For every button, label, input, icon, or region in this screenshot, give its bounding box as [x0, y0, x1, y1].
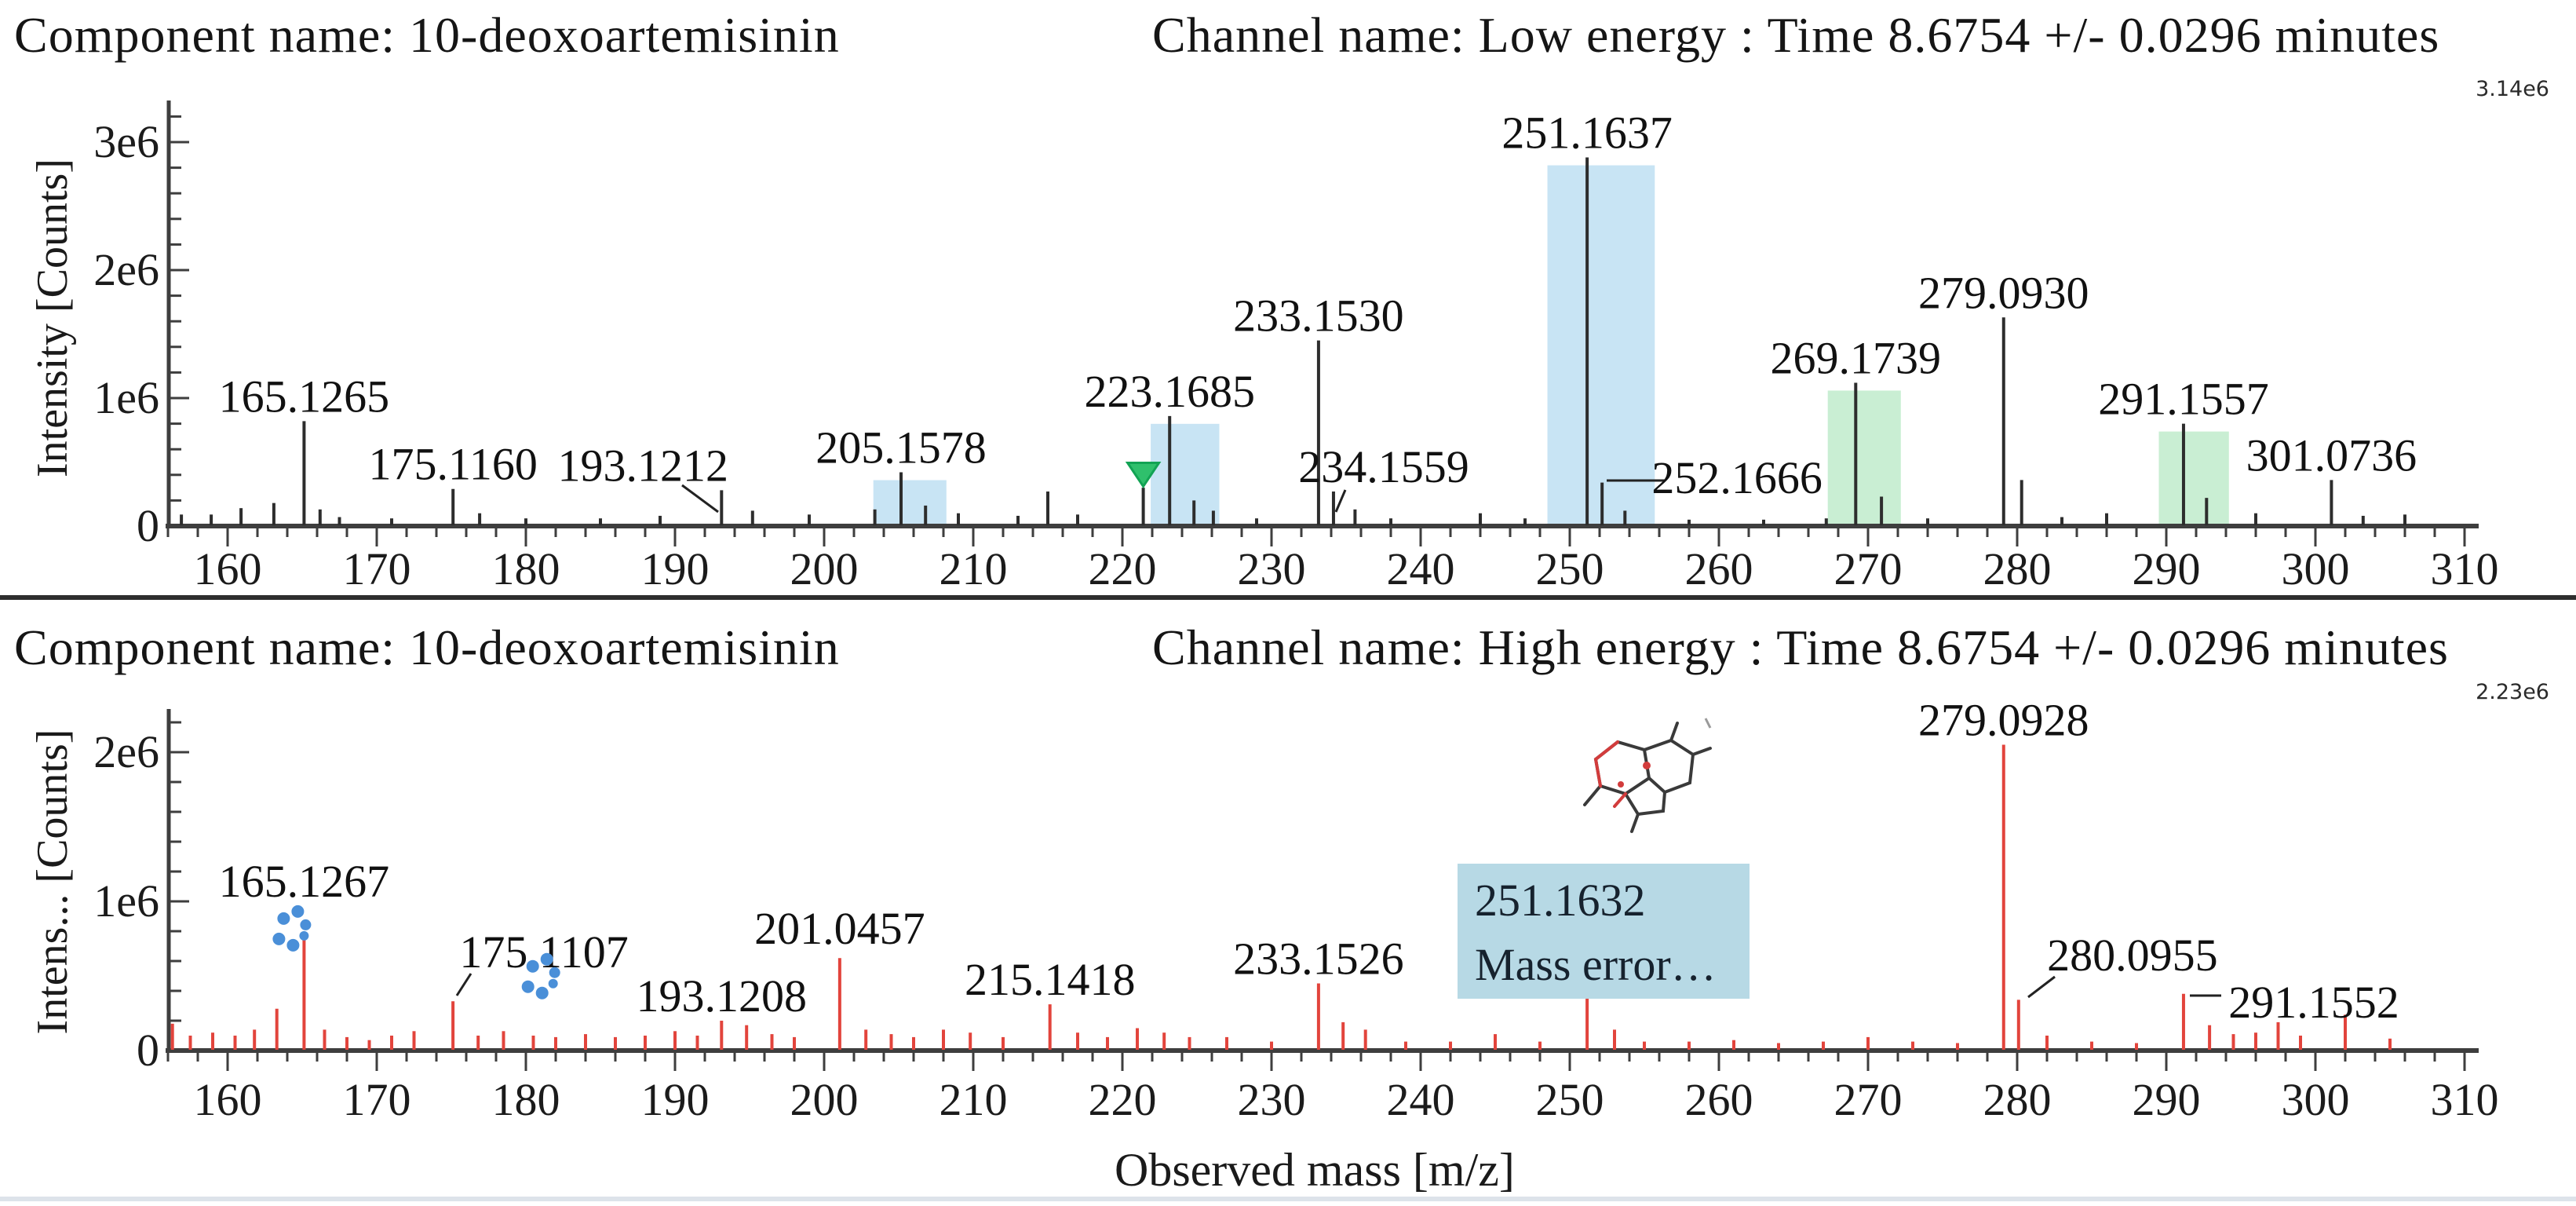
max-intensity-note-high: 2.23e6	[2476, 680, 2549, 704]
x-tick-label: 280	[1983, 543, 2052, 594]
peak-label: 301.0736	[2246, 429, 2417, 481]
peak-label: 165.1265	[219, 371, 390, 422]
tooltip-mass-value: 251.1632	[1475, 875, 1646, 926]
peak-label: 175.1160	[369, 439, 538, 490]
peak-label: 223.1685	[1084, 366, 1255, 417]
molecule-structure-icon	[1583, 718, 1712, 833]
label-leader-line	[681, 484, 719, 513]
component-name-label-high: Component name: 10-deoxoartemisinin	[14, 619, 840, 675]
y-tick-label: 0	[137, 500, 159, 551]
bottom-border	[0, 1197, 2576, 1201]
peak-label: 251.1637	[1501, 108, 1673, 159]
peak-label: 279.0928	[1918, 695, 2089, 746]
peak-label: 233.1530	[1233, 291, 1404, 342]
peak-label: 175.1107	[459, 926, 628, 978]
y-tick-label: 2e6	[93, 726, 159, 777]
x-tick-label: 290	[2133, 1074, 2201, 1125]
peak-label: 234.1559	[1298, 441, 1469, 492]
highlight-band	[1547, 165, 1655, 528]
x-tick-label: 310	[2431, 543, 2499, 594]
x-tick-label: 220	[1089, 543, 1157, 594]
peak-label: 279.0930	[1918, 267, 2089, 318]
fragment-dots-icon	[272, 904, 312, 952]
x-tick-label: 170	[343, 543, 411, 594]
channel-name-label-high: Channel name: High energy : Time 8.6754 …	[1152, 619, 2449, 675]
label-leader-line	[455, 973, 473, 996]
fragment-dots-icon	[521, 952, 560, 1000]
mass-error-tooltip: 251.1632 Mass error…	[1458, 864, 1750, 999]
peak-label: 193.1208	[637, 970, 808, 1021]
x-tick-label: 300	[2282, 1074, 2350, 1125]
x-tick-label: 230	[1238, 543, 1306, 594]
highlight-band	[1151, 423, 1220, 528]
x-tick-label: 190	[641, 1074, 710, 1125]
highlight-band	[1827, 390, 1901, 528]
highlight-band	[873, 480, 947, 528]
peak-label: 291.1552	[2228, 977, 2399, 1028]
peak-label: 280.0955	[2047, 930, 2218, 981]
peak-label: 233.1526	[1233, 934, 1404, 985]
peak-label: 291.1557	[2098, 374, 2269, 425]
y-tick-label: 0	[137, 1025, 159, 1076]
y-tick-label: 3e6	[93, 116, 159, 167]
x-tick-label: 210	[940, 1074, 1008, 1125]
x-tick-label: 230	[1238, 1074, 1306, 1125]
peak-label: 269.1739	[1771, 332, 1942, 383]
panel-divider	[0, 595, 2576, 600]
x-tick-label: 290	[2133, 543, 2201, 594]
tooltip-mass-error: Mass error…	[1475, 939, 1717, 990]
x-tick-label: 220	[1089, 1074, 1157, 1125]
x-tick-label: 240	[1387, 543, 1455, 594]
x-tick-label: 250	[1536, 1074, 1604, 1125]
x-tick-label: 310	[2431, 1074, 2499, 1125]
x-axis-title: Observed mass [m/z]	[1115, 1144, 1515, 1196]
peak-label: 215.1418	[965, 954, 1136, 1005]
peak-label: 252.1666	[1651, 452, 1823, 503]
peak-label: 193.1212	[558, 440, 729, 491]
component-name-label-low: Component name: 10-deoxoartemisinin	[14, 7, 840, 63]
x-tick-label: 260	[1685, 543, 1753, 594]
x-tick-label: 250	[1536, 543, 1604, 594]
x-tick-label: 210	[940, 543, 1008, 594]
x-tick-label: 300	[2282, 543, 2350, 594]
x-tick-label: 160	[194, 543, 262, 594]
high-energy-panel: 160 170 180 190 200 210 220 230 240 250 260 270 280 2…	[93, 695, 2498, 1126]
y-tick-label: 2e6	[93, 244, 159, 295]
x-tick-label: 200	[790, 543, 859, 594]
x-tick-label: 200	[790, 1074, 859, 1125]
green-triangle-marker	[1125, 461, 1162, 489]
x-tick-label: 190	[641, 543, 710, 594]
max-intensity-note-low: 3.14e6	[2476, 77, 2549, 101]
x-tick-label: 270	[1834, 543, 1903, 594]
label-leader-line	[2027, 975, 2056, 999]
x-tick-label: 270	[1834, 1074, 1903, 1125]
peak-label: 205.1578	[815, 422, 987, 473]
x-tick-label: 240	[1387, 1074, 1455, 1125]
low-energy-panel: 160 170 180 190 200 210 220 230 240 250 260 270 280 2…	[93, 100, 2499, 594]
x-tick-label: 180	[492, 1074, 560, 1125]
x-tick-label: 170	[343, 1074, 411, 1125]
peak-label: 201.0457	[754, 903, 925, 954]
channel-name-label-low: Channel name: Low energy : Time 8.6754 +…	[1152, 7, 2440, 63]
y-tick-label: 1e6	[93, 875, 159, 926]
x-tick-label: 180	[492, 543, 560, 594]
label-leader-line	[1334, 489, 1347, 513]
highlight-band	[2158, 431, 2229, 528]
peak-label: 165.1267	[219, 856, 390, 907]
y-tick-label: 1e6	[93, 372, 159, 423]
x-tick-label: 280	[1983, 1074, 2052, 1125]
x-tick-label: 160	[194, 1074, 262, 1125]
x-tick-label: 260	[1685, 1074, 1753, 1125]
